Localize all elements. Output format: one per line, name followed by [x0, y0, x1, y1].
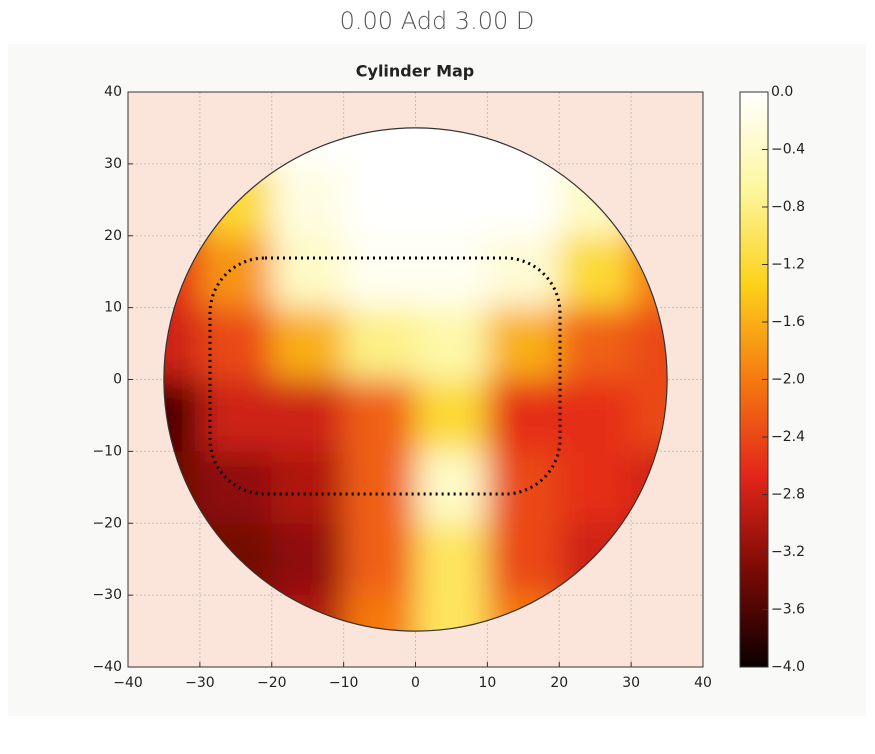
heat-cell: [343, 523, 416, 596]
heat-cell: [487, 235, 560, 309]
heat-cell: [487, 307, 560, 380]
y-tick-label: −10: [92, 443, 122, 459]
y-tick-label: 30: [104, 156, 122, 172]
x-tick-label: −40: [113, 675, 143, 691]
heat-cell: [487, 163, 560, 237]
heat-cell: [487, 451, 560, 524]
y-tick-label: 10: [104, 300, 122, 316]
y-tick-label: 20: [104, 228, 122, 244]
colorbar-tick-label: −0.8: [771, 199, 805, 215]
colorbar-tick-label: −3.2: [771, 544, 805, 560]
y-tick-label: 40: [104, 84, 122, 100]
heat-cell: [271, 307, 345, 380]
colorbar-tick-label: 0.0: [771, 84, 793, 100]
heat-cell: [343, 163, 416, 237]
colorbar-tick-label: −3.6: [771, 602, 805, 618]
heat-cell: [343, 307, 416, 380]
heat-cell: [271, 235, 345, 309]
heat-cell: [271, 163, 345, 237]
x-tick-label: 10: [478, 675, 496, 691]
lens-outline: [163, 127, 668, 632]
x-tick-label: 40: [694, 675, 712, 691]
y-tick-label: 0: [113, 372, 122, 388]
axes: −40 −30 −20 −10 0 10 20 30 40 −40 −30 −20 −10 0 10 20 30…: [92, 84, 711, 691]
heat-cell: [559, 451, 632, 524]
colorbar-tick-label: −2.8: [771, 487, 805, 503]
heat-cell: [199, 379, 273, 452]
frame-outline: [208, 256, 562, 496]
y-tick-label: −30: [92, 587, 122, 603]
subtitle: 0.00 Add 3.00 D: [340, 7, 535, 35]
heat-cell: [271, 379, 345, 452]
heat-cell: [199, 307, 273, 380]
colorbar-tick-label: −1.2: [771, 257, 805, 273]
heat-cell: [415, 379, 488, 452]
x-tick-label: −20: [257, 675, 287, 691]
y-tick-label: −40: [92, 659, 122, 675]
heat-cell: [415, 163, 488, 237]
heat-cell: [415, 235, 488, 309]
heat-cell: [415, 451, 488, 524]
x-tick-label: 0: [411, 675, 420, 691]
x-tick-label: 30: [622, 675, 640, 691]
heat-cell: [415, 307, 488, 380]
colorbar-tick-label: −2.0: [771, 372, 805, 388]
heat-cell: [343, 379, 416, 452]
heat-cell: [415, 523, 488, 596]
x-tick-label: −30: [185, 675, 215, 691]
x-tick-label: 20: [550, 675, 568, 691]
colorbar-tick-label: −0.4: [771, 142, 805, 158]
heat-cell: [271, 451, 345, 524]
colorbar-tick-label: −1.6: [771, 314, 805, 330]
heat-cell: [343, 451, 416, 524]
colorbar-tick-label: −2.4: [771, 429, 805, 445]
y-tick-label: −20: [92, 515, 122, 531]
colorbar-tick-label: −4.0: [771, 659, 805, 675]
heat-cell: [199, 235, 273, 309]
heat-cell: [487, 523, 560, 596]
heat-cell: [487, 379, 560, 452]
heat-cell: [559, 235, 632, 309]
heat-cell: [271, 523, 345, 596]
heat-cell: [559, 379, 632, 452]
heat-cell: [199, 451, 273, 524]
chart-title: Cylinder Map: [356, 62, 474, 81]
heat-cell: [559, 307, 632, 380]
heat-cell: [343, 235, 416, 309]
x-tick-label: −10: [329, 675, 359, 691]
colorbar-ticks: 0.0 −0.4 −0.8 −1.2 −1.6 −2.0 −2.4 −2.8 −3.2 −3.6 −…: [762, 84, 805, 675]
